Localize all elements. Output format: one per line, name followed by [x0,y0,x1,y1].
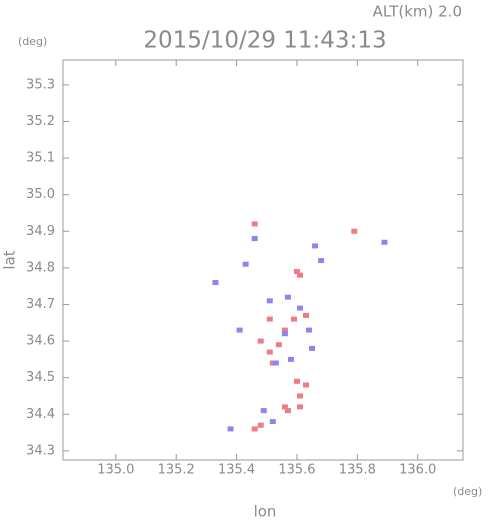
x-tick-label: 135.0 [97,463,134,478]
echo-point [281,327,288,333]
echo-point [293,269,300,275]
echo-point [251,221,258,227]
echo-point [284,408,291,414]
x-tick-label: 135.6 [278,463,315,478]
x-unit: (deg) [453,485,482,498]
echo-point [212,280,219,286]
x-tick-label: 135.8 [339,463,376,478]
echo-point [275,342,282,348]
y-tick-label: 35.0 [26,187,55,202]
echo-point [266,349,273,355]
y-tick-label: 34.3 [26,443,55,458]
altitude-label: ALT(km) 2.0 [373,3,462,21]
echo-point [272,360,279,366]
echo-point [251,236,258,242]
echo-point [236,327,243,333]
y-tick-label: 34.8 [26,260,55,275]
echo-point [290,316,297,322]
echo-point [257,422,264,428]
x-tick-label: 135.2 [158,463,195,478]
echo-point [269,419,276,425]
echo-point [296,404,303,410]
y-unit: (deg) [18,35,47,48]
y-axis-label: lat [1,250,19,269]
echo-point [309,345,316,351]
x-tick-label: 136.0 [399,463,436,478]
echo-point [251,426,258,432]
echo-point [306,327,313,333]
chart-title: 2015/10/29 11:43:13 [143,28,386,54]
echo-point [312,243,319,249]
echo-point [381,239,388,245]
y-tick-label: 35.2 [26,114,55,129]
echo-point [281,331,288,337]
y-tick-label: 34.7 [26,297,55,312]
echo-point [266,316,273,322]
echo-point [293,378,300,384]
echo-point [269,360,276,366]
echo-point [296,272,303,278]
y-tick-label: 34.6 [26,334,55,349]
y-tick-label: 34.4 [26,407,55,422]
echo-point [284,294,291,300]
echo-point [266,298,273,304]
echo-point [287,356,294,362]
echo-point [318,258,325,264]
plot-frame [62,59,464,461]
echo-point [296,393,303,399]
echo-point [242,261,249,267]
echo-point [351,228,358,234]
echo-point [257,338,264,344]
x-tick-label: 135.4 [218,463,255,478]
echo-point [303,312,310,318]
y-tick-label: 35.3 [26,77,55,92]
echo-point [227,426,234,432]
echo-point [260,408,267,414]
y-tick-label: 34.9 [26,224,55,239]
echo-point [296,305,303,311]
x-axis-label: lon [254,503,277,521]
y-tick-label: 35.1 [26,151,55,166]
echo-point [281,404,288,410]
echo-point [303,382,310,388]
y-tick-label: 34.5 [26,370,55,385]
